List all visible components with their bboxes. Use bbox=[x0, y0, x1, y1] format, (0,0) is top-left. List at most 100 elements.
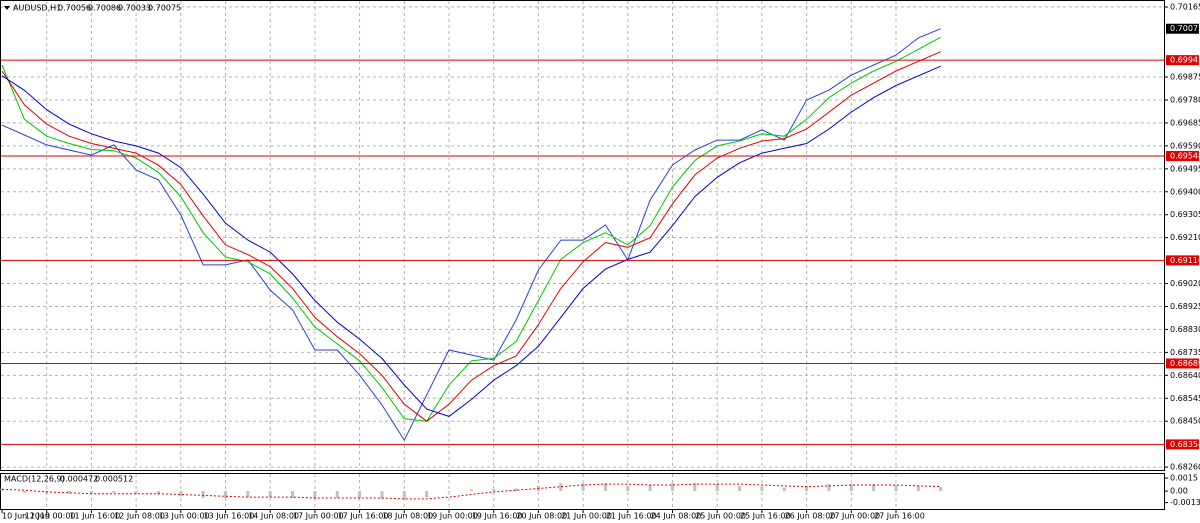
y-tick-label: 0.69685 bbox=[1170, 118, 1200, 127]
indicator-value: 0.000472 bbox=[60, 475, 98, 484]
x-tick-label: 17 Jun 00:00 bbox=[293, 512, 344, 521]
symbol-arrow bbox=[4, 6, 10, 10]
level-label: 0.68354 bbox=[1170, 440, 1200, 449]
x-tick-label: 20 Jun 08:00 bbox=[516, 512, 567, 521]
x-tick-label: 19 Jun 00:00 bbox=[427, 512, 478, 521]
x-tick-label: 11 Jun 00:00 bbox=[25, 512, 76, 521]
macd-bar bbox=[514, 488, 518, 492]
y-tick-label: 0.68260 bbox=[1170, 463, 1200, 472]
x-tick-label: 27 Jun 00:00 bbox=[829, 512, 880, 521]
level-box bbox=[1166, 439, 1199, 450]
macd-bar bbox=[134, 491, 138, 494]
macd-bar bbox=[313, 491, 317, 499]
macd-bar bbox=[246, 491, 250, 498]
last-price-label: 0.70075 bbox=[1170, 24, 1200, 33]
y-tick-label: 0.69495 bbox=[1170, 164, 1200, 173]
x-tick-label: 21 Jun 16:00 bbox=[606, 512, 657, 521]
marks-layer bbox=[0, 28, 1165, 500]
macd-bar bbox=[224, 491, 227, 499]
chart-title: AUDUSD,H1 bbox=[13, 4, 61, 13]
series-line bbox=[1, 28, 941, 442]
macd-bar bbox=[827, 484, 831, 492]
x-tick-label: 24 Jun 08:00 bbox=[651, 512, 702, 521]
macd-bar bbox=[626, 485, 630, 492]
level-label: 0.68689 bbox=[1170, 359, 1200, 368]
y-tick-label: 0.69210 bbox=[1170, 233, 1200, 242]
y-tick-label: 0.0015 bbox=[1170, 474, 1198, 483]
macd-bar bbox=[939, 486, 943, 492]
macd-bar bbox=[492, 489, 496, 492]
level-label: 0.69116 bbox=[1170, 256, 1200, 265]
last-price-box bbox=[1166, 23, 1199, 34]
macd-bar bbox=[671, 483, 674, 492]
y-tick-label: 0.68545 bbox=[1170, 394, 1200, 403]
macd-bar bbox=[693, 483, 697, 492]
y-tick-label: 0.68735 bbox=[1170, 348, 1200, 357]
y-tick-label: 0.70165 bbox=[1170, 3, 1200, 12]
macd-bar bbox=[447, 491, 451, 492]
x-tick-label: 13 Jun 00:00 bbox=[159, 512, 210, 521]
macd-bar bbox=[738, 485, 742, 492]
indicator-title: MACD(12,26,9) bbox=[4, 475, 65, 484]
x-tick-label: 11 Jun 16:00 bbox=[69, 512, 120, 521]
macd-bar bbox=[179, 491, 183, 497]
y-tick-label: -0.001331 bbox=[1170, 498, 1200, 507]
y-tick-label: 0.69780 bbox=[1170, 95, 1200, 104]
y-tick-label: 0.68640 bbox=[1170, 371, 1200, 380]
grid-layer bbox=[1, 1, 1165, 509]
y-tick-label: 0.69590 bbox=[1170, 141, 1200, 150]
ohlc-value: 0.70056 bbox=[58, 4, 91, 13]
series-line bbox=[1, 65, 941, 417]
main-pane bbox=[0, 0, 1165, 471]
level-box bbox=[1166, 358, 1199, 369]
y-tick-label: 0.00 bbox=[1170, 487, 1188, 496]
macd-bar bbox=[268, 491, 272, 498]
series-line bbox=[1, 483, 941, 500]
macd-bar bbox=[425, 491, 429, 498]
y-tick-label: 0.68450 bbox=[1170, 417, 1200, 426]
macd-bar bbox=[715, 484, 719, 492]
macd-bar bbox=[67, 491, 71, 494]
macd-bar bbox=[112, 491, 116, 493]
ohlc-value: 0.70075 bbox=[148, 4, 181, 13]
macd-bar bbox=[201, 491, 205, 499]
macd-bar bbox=[603, 483, 607, 492]
x-tick-label: 14 Jun 08:00 bbox=[248, 512, 299, 521]
macd-bar bbox=[291, 491, 295, 499]
macd-bar bbox=[559, 483, 563, 492]
x-tick-label: 26 Jun 08:00 bbox=[785, 512, 836, 521]
series-line bbox=[1, 51, 941, 422]
y-tick-label: 0.69875 bbox=[1170, 73, 1200, 82]
level-box bbox=[1166, 151, 1199, 162]
series-line bbox=[1, 36, 941, 422]
y-tick-label: 0.69400 bbox=[1170, 187, 1200, 196]
x-tick-label: 18 Jun 08:00 bbox=[382, 512, 433, 521]
x-tick-label: 25 Jun 00:00 bbox=[695, 512, 746, 521]
y-tick-label: 0.69305 bbox=[1170, 210, 1200, 219]
ohlc-value: 0.70033 bbox=[118, 4, 151, 13]
macd-bar bbox=[648, 484, 652, 492]
x-tick-label: 10 Jun 2019 bbox=[2, 512, 50, 521]
level-box bbox=[1166, 255, 1199, 266]
y-tick-label: 0.68830 bbox=[1170, 325, 1200, 334]
x-tick-label: 21 Jun 00:00 bbox=[561, 512, 612, 521]
macd-bar bbox=[402, 491, 406, 500]
x-tick-label: 27 Jun 16:00 bbox=[874, 512, 925, 521]
macd-bar bbox=[335, 491, 339, 499]
macd-bar bbox=[849, 484, 853, 492]
macd-bar bbox=[22, 491, 26, 493]
macd-bar bbox=[358, 491, 362, 499]
macd-bar bbox=[872, 484, 876, 492]
indicator-value: 0.000512 bbox=[95, 475, 133, 484]
x-tick-label: 12 Jun 08:00 bbox=[114, 512, 165, 521]
level-label: 0.69548 bbox=[1170, 152, 1200, 161]
x-tick-label: 17 Jun 16:00 bbox=[338, 512, 389, 521]
macd-bar bbox=[89, 491, 93, 494]
macd-bar bbox=[894, 484, 898, 492]
x-tick-label: 25 Jun 16:00 bbox=[740, 512, 791, 521]
macd-bar bbox=[469, 489, 473, 492]
macd-bar bbox=[380, 491, 384, 499]
ohlc-value: 0.70086 bbox=[88, 4, 121, 13]
